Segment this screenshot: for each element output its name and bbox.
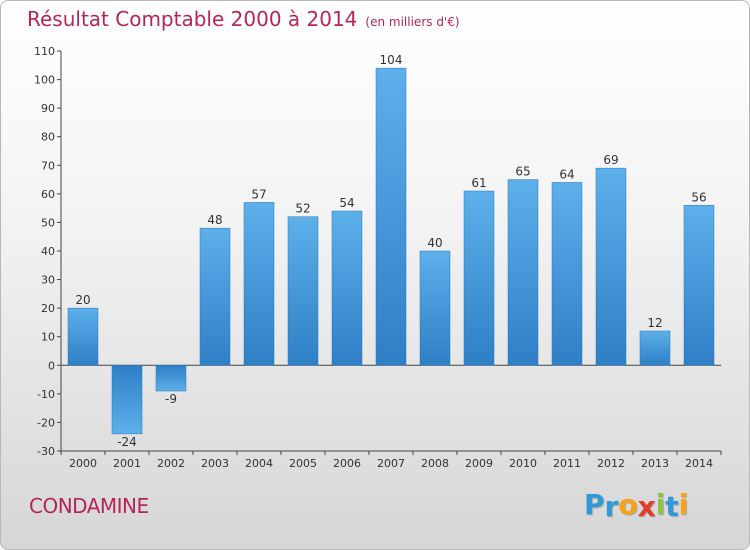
bar-value-label: 69 — [603, 153, 618, 167]
logo-letter: t — [665, 490, 679, 523]
bar-value-label: 40 — [427, 236, 442, 250]
x-tick-label: 2004 — [245, 457, 273, 470]
x-tick-label: 2006 — [333, 457, 361, 470]
bar-value-label: 64 — [559, 167, 574, 181]
bar — [375, 67, 407, 366]
y-tick-label: 10 — [41, 331, 55, 344]
x-tick-label: 2014 — [685, 457, 713, 470]
proxiti-logo[interactable]: Proxiti — [584, 488, 689, 523]
x-tick-label: 2009 — [465, 457, 493, 470]
bar — [419, 250, 451, 366]
x-tick-label: 2013 — [641, 457, 669, 470]
bar-value-label: 57 — [251, 187, 266, 201]
logo-letter: P — [584, 488, 605, 521]
bar — [243, 202, 275, 366]
y-tick-label: -20 — [37, 416, 55, 429]
bar — [463, 190, 495, 366]
bar — [331, 210, 363, 366]
bar-value-label: 104 — [380, 53, 403, 67]
y-tick-label: 90 — [41, 102, 55, 115]
chart-title: Résultat Comptable 2000 à 2014 (en millie… — [27, 7, 460, 31]
y-tick-label: 30 — [41, 274, 55, 287]
bar — [551, 182, 583, 366]
y-tick-label: -10 — [37, 388, 55, 401]
axes: -30 -20 -10 0 10 20 30 40 50 60 70 80 90 100 110 2000 20… — [34, 45, 722, 470]
bar — [639, 330, 671, 366]
bar-value-label: 20 — [75, 293, 90, 307]
y-tick-label: 20 — [41, 302, 55, 315]
data-labels: 20 -24 -9 48 57 52 54 104 40 61 65 64 69 12 56 — [75, 53, 706, 449]
bar — [67, 307, 99, 366]
y-tick-label: 60 — [41, 188, 55, 201]
bar-value-label: 54 — [339, 196, 354, 210]
logo-letter: i — [655, 488, 666, 521]
x-tick-label: 2008 — [421, 457, 449, 470]
y-tick-label: 0 — [48, 359, 55, 372]
bar — [287, 216, 319, 366]
x-tick-label: 2002 — [157, 457, 185, 470]
commune-name: CONDAMINE — [29, 494, 149, 518]
bar-value-label: 65 — [515, 165, 530, 179]
bar — [111, 365, 143, 435]
bars — [67, 67, 715, 435]
bar-value-label: 52 — [295, 202, 310, 216]
bar-value-label: -24 — [117, 435, 137, 449]
bar — [683, 205, 715, 366]
bar-value-label: 61 — [471, 176, 486, 190]
logo-letter: x — [637, 490, 656, 523]
bar — [507, 179, 539, 366]
y-tick-label: -30 — [37, 445, 55, 458]
bar — [595, 167, 627, 366]
x-tick-label: 2007 — [377, 457, 405, 470]
bar — [155, 365, 187, 392]
x-tick-label: 2010 — [509, 457, 537, 470]
y-tick-label: 110 — [34, 45, 55, 58]
bar — [199, 227, 231, 366]
x-tick-label: 2005 — [289, 457, 317, 470]
chart-subtitle: (en milliers d'€) — [365, 15, 460, 29]
x-tick-label: 2000 — [69, 457, 97, 470]
bar-value-label: -9 — [165, 392, 177, 406]
y-tick-label: 100 — [34, 74, 55, 87]
bar-value-label: 12 — [647, 316, 662, 330]
logo-letter: r — [604, 490, 619, 523]
x-tick-label: 2001 — [113, 457, 141, 470]
y-tick-label: 80 — [41, 131, 55, 144]
y-tick-label: 50 — [41, 216, 55, 229]
logo-letter: i — [678, 488, 689, 521]
x-tick-label: 2003 — [201, 457, 229, 470]
x-tick-label: 2012 — [597, 457, 625, 470]
x-tick-label: 2011 — [553, 457, 581, 470]
bar-value-label: 48 — [207, 213, 222, 227]
logo-letter: o — [618, 488, 638, 521]
y-tick-label: 40 — [41, 245, 55, 258]
y-tick-label: 70 — [41, 159, 55, 172]
bar-value-label: 56 — [691, 190, 706, 204]
